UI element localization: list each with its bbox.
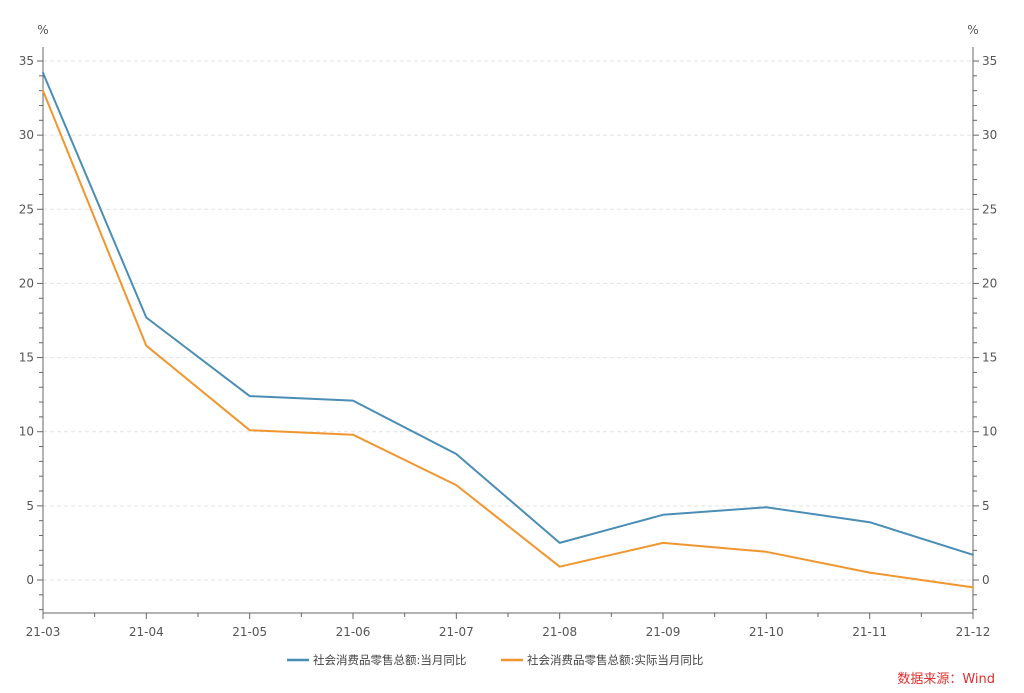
series-line-2 (42, 89, 974, 589)
axes: 0 5 10 15 20 25 30 35 0 5 10 15 20 25 30 35% % 21-03 21-04… (19, 23, 998, 639)
left-y-tick-label: 5 (26, 499, 34, 513)
grid-lines (43, 60, 973, 581)
left-y-tick-label: 25 (19, 202, 34, 216)
right-y-tick-label: 0 (982, 573, 990, 587)
right-y-tick-label: 5 (982, 499, 990, 513)
left-y-tick-label: 35 (19, 54, 34, 68)
right-y-tick-label: 25 (982, 202, 997, 216)
x-tick-label: 21-09 (646, 625, 681, 639)
right-y-tick-label: 35 (982, 54, 997, 68)
x-tick-label: 21-06 (336, 625, 371, 639)
x-tick-label: 21-08 (542, 625, 577, 639)
right-y-tick-label: 20 (982, 276, 997, 290)
left-y-tick-label: 20 (19, 276, 34, 290)
legend: 社会消费品零售总额:当月同比 社会消费品零售总额:实际当月同比 (287, 653, 703, 667)
data-source-label: 数据来源：Wind (897, 672, 995, 687)
left-y-tick-label: 0 (26, 573, 34, 587)
x-tick-label: 21-03 (26, 625, 61, 639)
x-tick-label: 21-05 (232, 625, 267, 639)
series-line-1 (42, 71, 974, 556)
left-y-tick-label: 30 (19, 128, 34, 142)
x-tick-label: 21-12 (956, 625, 991, 639)
right-y-tick-label: 15 (982, 351, 997, 365)
right-y-tick-label: 30 (982, 128, 997, 142)
x-tick-label: 21-07 (439, 625, 474, 639)
left-y-tick-label: 10 (19, 425, 34, 439)
left-axis-unit: % (37, 23, 48, 37)
legend-label-1: 社会消费品零售总额:当月同比 (313, 653, 466, 667)
right-y-tick-label: 10 (982, 425, 997, 439)
x-tick-label: 21-11 (852, 625, 887, 639)
series-lines (42, 71, 974, 589)
right-axis-unit: % (967, 23, 978, 37)
left-y-tick-label: 15 (19, 351, 34, 365)
legend-label-2: 社会消费品零售总额:实际当月同比 (527, 653, 703, 667)
x-tick-label: 21-04 (129, 625, 164, 639)
x-tick-label: 21-10 (749, 625, 784, 639)
